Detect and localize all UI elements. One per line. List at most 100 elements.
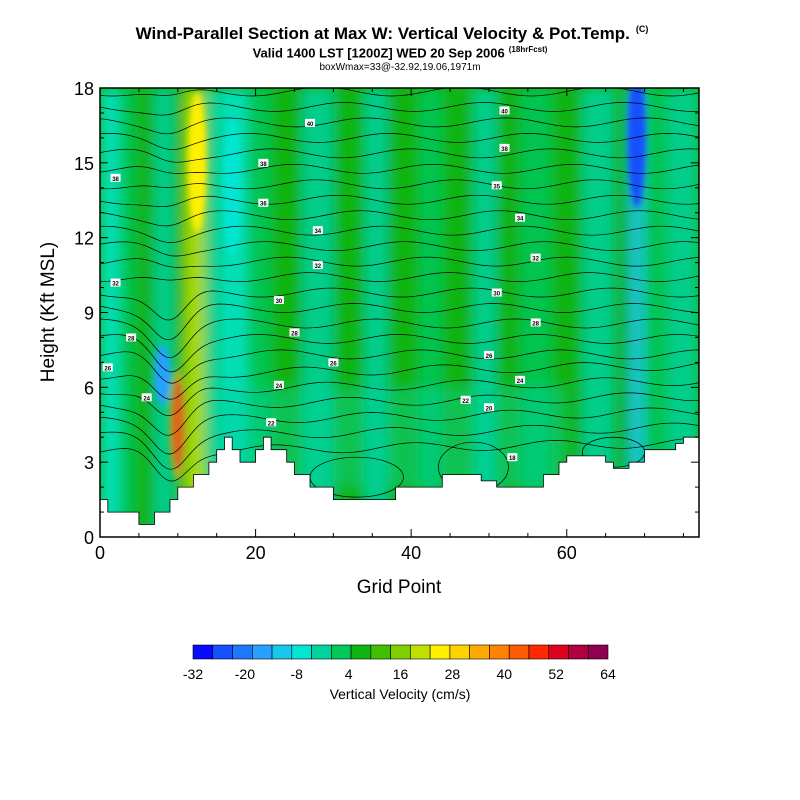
- theta-contour: [100, 272, 699, 282]
- theta-label: 26: [483, 350, 494, 360]
- theta-contour: [100, 318, 699, 359]
- theta-label-bg: [499, 106, 510, 115]
- theta-contour: [100, 377, 699, 417]
- theta-contour: [100, 117, 699, 135]
- theta-contour: [100, 163, 699, 174]
- theta-label-text: 32: [532, 257, 539, 263]
- x-tick-label: 20: [246, 543, 266, 563]
- y-tick-label: 0: [84, 528, 94, 548]
- theta-label-text: 40: [307, 122, 314, 128]
- theta-label-text: 28: [532, 321, 539, 327]
- theta-label-text: 36: [260, 202, 267, 208]
- theta-contour: [100, 88, 699, 97]
- colorbar-swatch: [350, 644, 372, 660]
- x-axis-label: Grid Point: [357, 577, 442, 598]
- colorbar-label: Vertical Velocity (cm/s): [330, 686, 471, 702]
- chart-subtitle: Valid 1400 LST [1200Z] WED 20 Sep 2006 (1…: [0, 45, 800, 60]
- y-tick-label: 18: [74, 79, 94, 99]
- theta-contour: [100, 422, 699, 470]
- theta-label-text: 22: [462, 399, 469, 405]
- theta-contour: [100, 392, 699, 436]
- theta-label-text: 18: [509, 456, 516, 462]
- theta-contour: [100, 225, 699, 243]
- theta-label: 40: [305, 118, 316, 128]
- colorbar-swatch: [251, 644, 273, 660]
- theta-label-text: 40: [501, 109, 508, 115]
- colorbar-tick-label: 40: [496, 666, 512, 682]
- y-tick-label: 12: [74, 229, 94, 249]
- colorbar-tick-label: 4: [345, 666, 353, 682]
- theta-label: 38: [258, 158, 269, 168]
- theta-label: 35: [491, 181, 502, 190]
- field-band: [173, 88, 186, 537]
- theta-label-text: 28: [291, 331, 298, 337]
- theta-label: 22: [460, 395, 471, 405]
- field-band: [100, 88, 120, 537]
- colorbar-swatch: [370, 644, 391, 660]
- theta-label-text: 38: [112, 177, 119, 183]
- x-tick-label: 0: [95, 543, 105, 563]
- colorbar-swatch: [271, 644, 293, 660]
- theta-label-bg: [483, 403, 494, 412]
- chart-subtitle-tag: (18hrFcst): [508, 45, 548, 54]
- colorbar: -32 -20 -8 4 16 28 40 52 64: [183, 644, 616, 682]
- field-band: [613, 88, 629, 537]
- theta-label-bg: [110, 278, 121, 287]
- field-band: [154, 88, 174, 537]
- colorbar-swatch: [192, 644, 214, 660]
- theta-label: 34: [312, 226, 323, 235]
- colorbar-swatch: [390, 644, 411, 660]
- theta-label: 32: [110, 278, 121, 288]
- theta-label-text: 26: [330, 361, 337, 367]
- x-tick-label: 60: [557, 543, 577, 563]
- y-tick-label: 9: [84, 304, 94, 324]
- theta-label: 38: [110, 173, 121, 183]
- theta-label-bg: [530, 253, 541, 262]
- colorbar-swatch: [508, 644, 530, 660]
- theta-label-bg: [491, 181, 502, 190]
- theta-label: 24: [515, 375, 526, 385]
- theta-label: 22: [266, 418, 277, 427]
- theta-label-text: 24: [517, 379, 524, 385]
- theta-contour: [100, 133, 699, 150]
- velocity-feature-1: [188, 92, 207, 233]
- theta-label-text: 35: [493, 184, 500, 190]
- theta-contours: [100, 88, 699, 498]
- theta-label-bg: [102, 363, 113, 372]
- colorbar-swatch: [469, 644, 490, 660]
- colorbar-tick-label: -20: [235, 666, 255, 682]
- colorbar-tick-label: 16: [393, 666, 409, 682]
- theta-label-text: 34: [314, 229, 321, 235]
- colorbar-swatch: [548, 644, 569, 660]
- colorbar-tick-label: -8: [291, 666, 304, 682]
- theta-label: 34: [515, 213, 526, 223]
- theta-contour: [100, 407, 699, 455]
- theta-label: 20: [483, 403, 494, 412]
- colorbar-swatch: [489, 644, 510, 660]
- colorbar-tick-label: 28: [445, 666, 461, 682]
- theta-label-bg: [266, 418, 277, 427]
- theta-label-bg: [305, 118, 316, 127]
- theta-label-bg: [491, 288, 502, 297]
- theta-contour: [100, 210, 699, 227]
- theta-label-bg: [141, 393, 152, 402]
- theta-label-text: 30: [493, 292, 500, 298]
- terrain-mask: [100, 436, 699, 537]
- chart-title-tag: (C): [635, 24, 649, 35]
- theta-label-bg: [515, 375, 526, 384]
- theta-label: 28: [530, 318, 541, 327]
- colorbar-tick-label: 52: [548, 666, 564, 682]
- theta-label-bg: [515, 213, 526, 222]
- theta-label-bg: [110, 173, 121, 182]
- chart-title: Wind-Parallel Section at Max W: Vertical…: [0, 24, 792, 44]
- theta-label: 24: [141, 393, 152, 402]
- colorbar-swatch: [528, 644, 550, 660]
- theta-contour: [100, 102, 699, 116]
- chart-subtitle2: boxWmax=33@-32.92,19.06,1971m: [319, 62, 481, 73]
- x-tick-label: 40: [401, 543, 421, 563]
- colorbar-swatch: [331, 644, 352, 660]
- field-band: [644, 88, 668, 537]
- theta-label-bg: [460, 395, 471, 404]
- theta-label-text: 38: [260, 162, 267, 168]
